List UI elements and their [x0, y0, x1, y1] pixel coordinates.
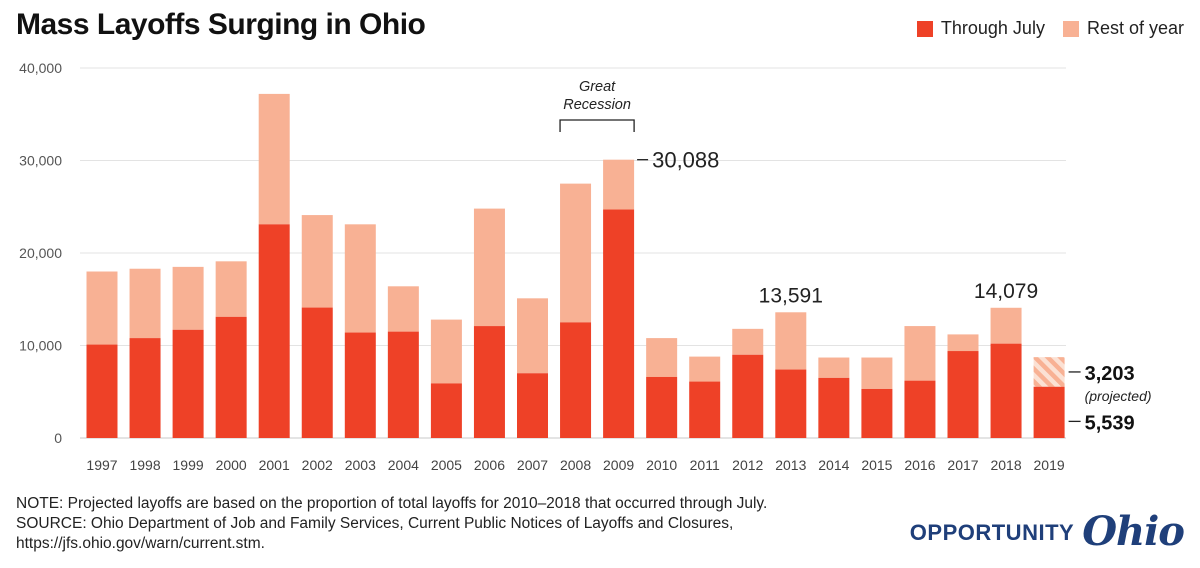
x-tick-label: 2009	[603, 457, 634, 473]
recession-label-line1: Great	[579, 79, 616, 95]
bar-through-july-2012	[732, 354, 764, 438]
recession-bracket	[559, 119, 635, 132]
bar-through-july-2017	[947, 351, 979, 438]
footnote-source-url: https://jfs.ohio.gov/warn/current.stm.	[16, 535, 265, 552]
through-july-2019-label: 5,539	[1085, 412, 1135, 434]
bar-through-july-1998	[129, 338, 161, 438]
bar-rest-of-year-2017	[947, 334, 979, 352]
x-tick-label: 2014	[818, 457, 849, 473]
x-tick-label: 1999	[173, 457, 204, 473]
bar-through-july-2014	[818, 377, 850, 438]
x-tick-label: 2003	[345, 457, 376, 473]
x-tick-label: 1998	[129, 457, 160, 473]
projected-rest-label: 3,203	[1085, 363, 1135, 385]
x-tick-label: 2013	[775, 457, 806, 473]
x-tick-label: 2015	[861, 457, 892, 473]
x-tick-label: 2017	[947, 457, 978, 473]
y-tick-label: 10,000	[19, 338, 62, 354]
bar-through-july-2013	[775, 369, 807, 438]
bar-rest-of-year-1999	[172, 266, 204, 330]
x-tick-label: 2016	[904, 457, 935, 473]
x-tick-label: 2007	[517, 457, 548, 473]
x-tick-label: 2011	[690, 457, 720, 473]
total-2013-label: 13,591	[759, 284, 823, 307]
bar-through-july-2000	[215, 316, 247, 438]
x-tick-label: 2010	[646, 457, 677, 473]
bar-rest-of-year-1998	[129, 268, 161, 339]
bar-through-july-2005	[430, 383, 462, 438]
legend-label-rest-of-year: Rest of year	[1086, 18, 1184, 38]
x-tick-label: 2005	[431, 457, 462, 473]
legend-item-through-july: Through July	[916, 18, 1045, 39]
bar-through-july-2011	[689, 381, 721, 438]
bar-rest-of-year-2006	[473, 208, 505, 327]
x-tick-label: 2008	[560, 457, 591, 473]
footnote-note: NOTE: Projected layoffs are based on the…	[16, 495, 768, 512]
y-tick-label: 0	[54, 430, 62, 446]
legend-label-through-july: Through July	[940, 18, 1045, 38]
bar-rest-of-year-2000	[215, 261, 247, 317]
logo-wordmark: OPPORTUNITY	[909, 520, 1075, 545]
x-tick-label: 2002	[302, 457, 333, 473]
y-tick-label: 40,000	[19, 60, 62, 76]
bar-through-july-2001	[258, 224, 290, 438]
bar-through-july-2003	[344, 332, 376, 438]
x-tick-label: 2012	[732, 457, 763, 473]
bar-through-july-2007	[517, 373, 548, 438]
bar-rest-of-year-2013	[775, 312, 807, 370]
bar-through-july-2016	[904, 380, 936, 438]
bar-rest-of-year-2010	[646, 338, 678, 377]
chart-title: Mass Layoffs Surging in Ohio	[16, 8, 426, 41]
total-2018-label: 14,079	[974, 280, 1038, 303]
bar-through-july-2009	[603, 209, 635, 438]
x-tick-label: 2004	[388, 457, 419, 473]
legend-swatch-through-july	[916, 20, 933, 37]
bar-rest-of-year-2002	[301, 215, 333, 308]
bar-through-july-2019	[1033, 386, 1065, 438]
bar-rest-of-year-2004	[387, 286, 419, 332]
y-tick-label: 20,000	[19, 245, 62, 261]
bar-through-july-2002	[301, 307, 333, 438]
projected-note: (projected)	[1085, 388, 1152, 404]
footnote: NOTE: Projected layoffs are based on the…	[16, 494, 767, 554]
bar-rest-of-year-1997	[86, 271, 118, 345]
recession-label-line2: Recession	[563, 97, 631, 113]
opportunity-ohio-logo: OPPORTUNITY Ohio	[909, 508, 1185, 555]
logo-script: Ohio	[1082, 508, 1185, 555]
bar-through-july-2015	[861, 388, 893, 438]
bar-rest-of-year-2016	[904, 326, 936, 381]
legend-swatch-rest-of-year	[1062, 20, 1079, 37]
bar-rest-of-year-2005	[430, 319, 462, 384]
x-tick-label: 2001	[259, 457, 290, 473]
legend: Through July Rest of year	[899, 18, 1184, 39]
legend-item-rest-of-year: Rest of year	[1062, 18, 1184, 39]
bar-through-july-1997	[86, 344, 118, 438]
bar-through-july-2010	[646, 376, 678, 438]
bar-through-july-2004	[387, 331, 419, 438]
bar-through-july-2006	[473, 326, 505, 438]
bar-rest-of-year-2012	[732, 328, 764, 355]
bar-rest-of-year-2009	[603, 159, 635, 210]
bar-rest-of-year-2019	[1033, 357, 1065, 387]
bar-rest-of-year-2015	[861, 357, 893, 389]
x-tick-label: 2006	[474, 457, 505, 473]
bar-rest-of-year-2018	[990, 307, 1022, 344]
x-tick-label: 1997	[86, 457, 117, 473]
x-tick-label: 2019	[1034, 457, 1065, 473]
x-tick-label: 2000	[216, 457, 247, 473]
footnote-source: SOURCE: Ohio Department of Job and Famil…	[16, 515, 734, 532]
bar-rest-of-year-2008	[560, 183, 592, 323]
bar-rest-of-year-2001	[258, 93, 290, 225]
x-tick-label: 2018	[990, 457, 1021, 473]
bar-through-july-1999	[172, 329, 204, 438]
bar-rest-of-year-2014	[818, 357, 850, 378]
bar-rest-of-year-2011	[689, 356, 721, 382]
bar-rest-of-year-2003	[344, 224, 376, 333]
bar-through-july-2008	[560, 322, 592, 438]
y-tick-label: 30,000	[19, 153, 62, 169]
total-2009-label: 30,088	[652, 148, 719, 173]
bar-through-july-2018	[990, 343, 1022, 438]
bar-rest-of-year-2007	[517, 298, 548, 374]
